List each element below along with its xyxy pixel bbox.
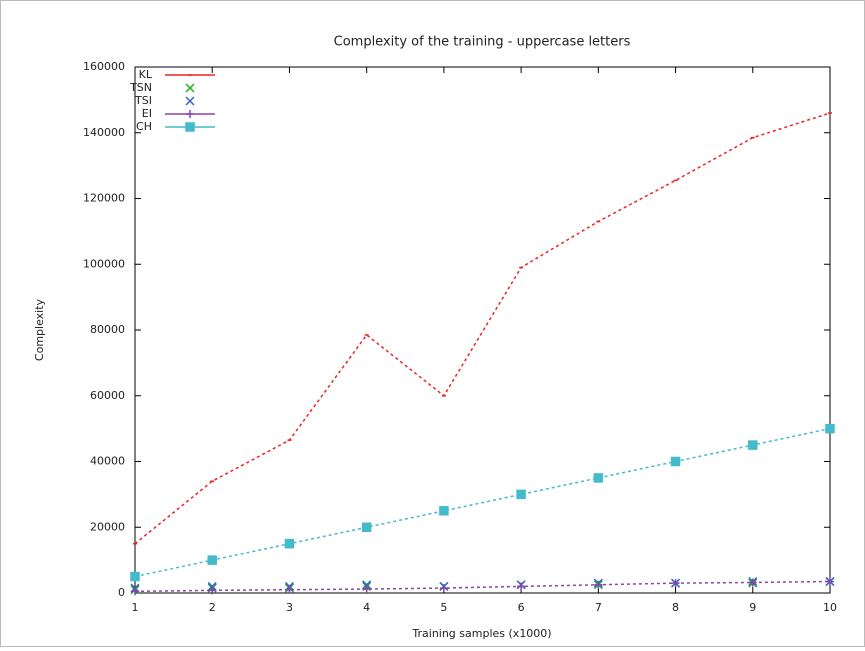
legend-marker [185,83,195,93]
legend-marker [185,122,195,132]
y-axis-label: Complexity [33,298,46,361]
series-line [134,580,831,593]
legend-marker [186,110,194,118]
y-tick-label: 140000 [83,126,125,139]
point [593,473,604,483]
series-line [134,112,831,545]
y-tick-label: 0 [118,586,125,599]
legend-marker [185,96,195,106]
x-tick-label: 1 [132,601,139,614]
point [362,580,372,590]
x-tick-label: 10 [823,601,837,614]
point [516,489,526,500]
y-tick-label: 120000 [83,192,125,205]
y-tick-label: 80000 [90,323,125,336]
y-tick-label: 20000 [90,520,125,533]
x-axis-label: Training samples (x1000) [411,627,551,640]
series-line [134,427,831,578]
legend-label: KL [139,68,153,81]
x-tick-label: 7 [595,601,602,614]
legend-label: EI [142,107,152,120]
legend-label: TSI [134,94,152,107]
y-tick-label: 40000 [90,455,125,468]
x-tick-label: 3 [286,601,293,614]
y-tick-label: 100000 [83,257,125,270]
x-tick-label: 8 [672,601,679,614]
x-tick-label: 6 [518,601,525,614]
y-tick-label: 60000 [90,389,125,402]
chart-title: Complexity of the training - uppercase l… [334,35,631,50]
point [439,506,449,516]
x-tick-label: 4 [363,601,370,614]
y-tick-label: 160000 [83,60,125,73]
x-tick-label: 9 [749,601,756,614]
legend-label: TSN [129,81,152,94]
x-tick-label: 5 [440,601,447,614]
legend-label: CH [136,120,152,133]
x-tick-label: 2 [209,601,216,614]
